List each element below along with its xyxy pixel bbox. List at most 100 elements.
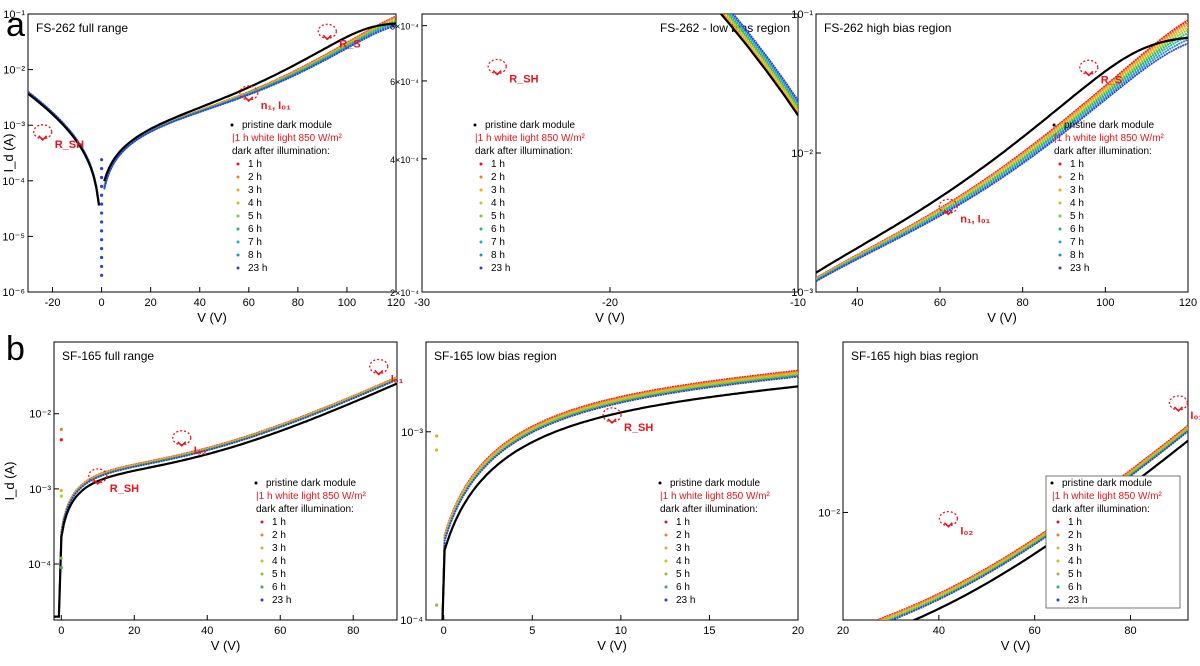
svg-text:3 h: 3 h	[272, 543, 286, 554]
x-axis-label: V (V)	[197, 310, 227, 325]
x-tick-label: 80	[347, 625, 359, 637]
svg-text:R_SH: R_SH	[624, 422, 653, 434]
legend-item: 5 h	[260, 569, 286, 580]
x-tick-label: 60	[1029, 625, 1041, 637]
svg-text:n₁, I₀₁: n₁, I₀₁	[261, 100, 291, 112]
chart-b2: 0 5 10 15 20 10⁻⁴ 10⁻³ V (V) SF-165 low bias reg…	[400, 341, 804, 653]
chart-a1: -20 0 20 40 60 80 100 120 10⁻⁶ 10⁻⁵ 10⁻⁴ 10⁻³ 10⁻² 10…	[1, 9, 405, 325]
series-point	[100, 158, 104, 162]
chart-title: FS-262 - low bias region	[660, 21, 790, 35]
svg-text:23 h: 23 h	[272, 595, 291, 606]
legend-item: 4 h	[236, 198, 262, 209]
svg-text:1 h: 1 h	[676, 517, 690, 528]
legend-item: pristine dark module	[1050, 478, 1152, 489]
series-line	[54, 377, 397, 618]
panel-label-a: a	[6, 6, 25, 44]
svg-text:5 h: 5 h	[676, 569, 690, 580]
plot-frame	[53, 341, 398, 621]
legend-item: 4 h	[664, 556, 690, 567]
legend-item: pristine dark module	[658, 478, 760, 489]
chart-b3: 20 40 60 80 10⁻² V (V) SF-165 high bias region…	[818, 341, 1200, 653]
svg-text:4 h: 4 h	[248, 198, 262, 209]
series-line	[884, 428, 1188, 620]
series-line	[816, 42, 1188, 283]
series-line	[441, 385, 798, 620]
svg-text:3 h: 3 h	[248, 185, 262, 196]
x-tick-label: 20	[792, 625, 804, 637]
svg-text:|1 h white light 850 W/m²: |1 h white light 850 W/m²	[475, 133, 586, 144]
legend-item: 1 h	[236, 159, 262, 170]
legend-item: 1 h	[260, 517, 286, 528]
svg-text:3 h: 3 h	[676, 543, 690, 554]
svg-text:1 h: 1 h	[248, 159, 262, 170]
series-point	[59, 427, 63, 431]
y-tick-label: 10⁻¹	[791, 9, 813, 21]
legend-item: pristine dark module	[473, 120, 575, 131]
legend-item: 8 h	[236, 250, 262, 261]
series-point	[100, 255, 104, 260]
legend-item: dark after illumination:	[475, 146, 573, 157]
svg-text:1 h: 1 h	[491, 159, 505, 170]
x-tick-label: 40	[933, 625, 945, 637]
svg-text:pristine dark module: pristine dark module	[266, 478, 356, 489]
legend-item: 23 h	[479, 263, 510, 274]
svg-text:3 h: 3 h	[491, 185, 505, 196]
series-line	[874, 424, 1188, 620]
legend-item: 7 h	[1058, 237, 1084, 248]
y-axis-label: I_d (A)	[1, 133, 16, 172]
x-tick-label: 120	[387, 297, 405, 309]
x-axis-label: V (V)	[211, 638, 241, 653]
x-tick-label: 0	[58, 625, 64, 637]
series-line	[54, 382, 397, 618]
series-point	[100, 238, 104, 242]
panel-label-b: b	[6, 330, 25, 368]
svg-text:23 h: 23 h	[491, 263, 510, 274]
legend-item: |1 h white light 850 W/m²	[256, 491, 367, 502]
svg-text:|1 h white light 850 W/m²: |1 h white light 850 W/m²	[256, 491, 367, 502]
legend-item: 23 h	[1058, 263, 1089, 274]
y-tick-label: 10⁻⁴	[2, 176, 25, 188]
y-tick-label: 2×10⁻⁴	[390, 288, 419, 298]
x-tick-label: 0	[441, 625, 447, 637]
annotation: I₀₁	[1168, 395, 1200, 422]
y-tick-label: 4×10⁻⁴	[390, 155, 419, 165]
legend-item: 4 h	[1056, 556, 1082, 567]
x-tick-label: 60	[934, 297, 946, 309]
legend-item: pristine dark module	[254, 478, 356, 489]
svg-text:5 h: 5 h	[491, 211, 505, 222]
svg-text:4 h: 4 h	[491, 198, 505, 209]
svg-text:6 h: 6 h	[248, 224, 262, 235]
series-point	[100, 202, 104, 206]
svg-text:23 h: 23 h	[676, 595, 695, 606]
legend-item: 2 h	[236, 172, 262, 183]
x-tick-label: 80	[1017, 297, 1029, 309]
svg-text:6 h: 6 h	[1070, 224, 1084, 235]
series-layer	[54, 376, 397, 618]
x-tick-label: 80	[1124, 625, 1136, 637]
plot-frame	[421, 13, 799, 293]
legend-item: 7 h	[236, 237, 262, 248]
annotation: I₀₂	[938, 510, 973, 538]
svg-text:pristine dark module: pristine dark module	[242, 120, 332, 131]
svg-text:4 h: 4 h	[676, 556, 690, 567]
chart-a3: 40 60 80 100 120 10⁻³ 10⁻² 10⁻¹ V (V) FS-262 high…	[791, 9, 1197, 325]
svg-text:5 h: 5 h	[272, 569, 286, 580]
legend-item: 8 h	[479, 250, 505, 261]
svg-text:pristine dark module: pristine dark module	[1064, 120, 1154, 131]
x-tick-label: 100	[338, 297, 356, 309]
legend-item: 6 h	[479, 224, 505, 235]
svg-text:2 h: 2 h	[1070, 172, 1084, 183]
series-point	[100, 229, 104, 233]
legend-item: 5 h	[1056, 569, 1082, 580]
legend-item: dark after illumination:	[232, 146, 330, 157]
svg-text:6 h: 6 h	[676, 582, 690, 593]
plot-frame	[425, 341, 799, 621]
series-layer	[28, 15, 396, 277]
svg-text:dark after illumination:: dark after illumination:	[256, 504, 354, 515]
x-tick-label: 60	[243, 297, 255, 309]
legend-item: 2 h	[664, 530, 690, 541]
legend-item: 3 h	[1058, 185, 1084, 196]
x-tick-label: 80	[292, 297, 304, 309]
x-tick-label: 100	[1096, 297, 1114, 309]
